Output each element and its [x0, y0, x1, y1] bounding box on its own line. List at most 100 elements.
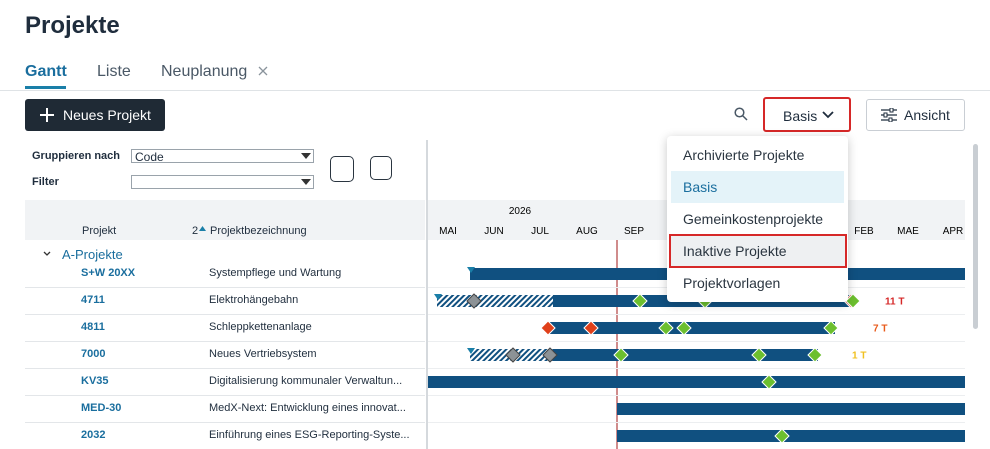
- close-icon[interactable]: [258, 66, 268, 76]
- milestone: [845, 293, 861, 309]
- row-separator: [25, 341, 425, 342]
- page-title: Projekte: [25, 12, 120, 39]
- divider: [0, 90, 990, 91]
- dropdown-menu: [667, 136, 848, 302]
- project-code[interactable]: MED-30: [81, 402, 122, 414]
- milestone: [761, 374, 777, 390]
- milestone: [540, 320, 556, 336]
- column-header[interactable]: Projekt: [82, 225, 117, 237]
- refresh-button[interactable]: [330, 156, 354, 182]
- milestone: [632, 293, 648, 309]
- filter-label: Filter: [32, 176, 59, 188]
- row-separator: [25, 368, 425, 369]
- delay-label: 1 T: [852, 351, 866, 362]
- month-label: JUN: [484, 226, 503, 237]
- year-label: 2026: [509, 206, 532, 217]
- project-name: Schleppkettenanlage: [209, 321, 312, 333]
- project-name: Elektrohängebahn: [209, 294, 299, 306]
- project-name: Digitalisierung kommunaler Verwaltun...: [209, 375, 403, 387]
- settings-button[interactable]: [370, 156, 392, 180]
- project-name: Systempflege und Wartung: [209, 267, 342, 279]
- plus-icon: [40, 108, 54, 122]
- menu-highlight: [671, 171, 844, 203]
- milestone: [774, 428, 790, 444]
- milestone: [466, 293, 482, 309]
- collapse-icon[interactable]: [43, 251, 51, 257]
- filter-select[interactable]: [131, 175, 314, 189]
- delay-label: 7 T: [873, 324, 887, 335]
- project-code[interactable]: S+W 20XX: [81, 267, 136, 279]
- menu-item[interactable]: Projektvorlagen: [683, 275, 781, 291]
- button-label: Ansicht: [904, 107, 950, 123]
- row-separator: [25, 395, 425, 396]
- button-label: Neues Projekt: [63, 107, 151, 123]
- project-code[interactable]: 4711: [81, 294, 105, 306]
- project-code[interactable]: KV35: [81, 375, 109, 387]
- milestone: [613, 347, 629, 363]
- milestone: [823, 320, 839, 336]
- menu-item[interactable]: Basis: [683, 179, 718, 195]
- chevron-icon: [822, 111, 834, 119]
- column-header[interactable]: Projektbezeichnung: [210, 225, 307, 237]
- tab-indicator: [25, 86, 66, 89]
- month-label: FEB: [854, 226, 874, 237]
- milestone: [583, 320, 599, 336]
- month-label: SEP: [624, 226, 644, 237]
- delay-label: 11 T: [885, 297, 904, 308]
- splitter: [426, 140, 428, 449]
- row-separator: [25, 422, 425, 423]
- select-value: Code: [135, 150, 164, 164]
- baseline-bar: [437, 295, 553, 307]
- group-label: A-Projekte: [62, 247, 123, 262]
- menu-item[interactable]: Gemeinkostenprojekte: [683, 211, 824, 227]
- task-bar: [553, 349, 818, 361]
- milestone: [505, 347, 521, 363]
- view-dropdown[interactable]: Basis: [763, 97, 851, 132]
- project-name: Neues Vertriebsystem: [209, 348, 317, 360]
- view-button[interactable]: Ansicht: [866, 99, 965, 131]
- month-label: APR: [943, 226, 964, 237]
- sort-indicator: 2: [192, 225, 199, 237]
- search-icon[interactable]: [734, 107, 748, 121]
- milestone: [807, 347, 823, 363]
- group-select[interactable]: Code: [131, 149, 314, 164]
- milestone: [676, 320, 692, 336]
- table-header: [25, 200, 425, 240]
- project-code[interactable]: 4811: [81, 321, 105, 333]
- menu-focus: [669, 234, 847, 268]
- milestone: [658, 320, 674, 336]
- tab[interactable]: Liste: [97, 63, 131, 80]
- new-project-button[interactable]: Neues Projekt: [25, 99, 165, 131]
- month-label: MAI: [439, 226, 457, 237]
- start-marker: [434, 294, 442, 300]
- project-name: MedX-Next: Entwicklung eines innovat...: [209, 402, 406, 414]
- select-arrow: [301, 179, 311, 185]
- start-marker: [467, 267, 475, 273]
- settings-icon: [881, 108, 897, 122]
- task-bar: [617, 430, 965, 442]
- milestone: [542, 347, 558, 363]
- project-code[interactable]: 7000: [81, 348, 106, 360]
- scrollbar: [973, 144, 978, 329]
- sort-arrow: [199, 226, 206, 231]
- task-bar: [428, 376, 965, 388]
- start-marker: [467, 348, 475, 354]
- month-label: JUL: [531, 226, 549, 237]
- row-separator: [25, 314, 425, 315]
- filter-label: Gruppieren nach: [32, 150, 121, 162]
- row-separator: [25, 287, 425, 288]
- task-bar: [617, 403, 965, 415]
- menu-item[interactable]: Archivierte Projekte: [683, 147, 805, 163]
- project-name: Einführung eines ESG-Reporting-Syste...: [209, 429, 410, 441]
- select-arrow: [301, 153, 311, 159]
- month-label: AUG: [576, 226, 598, 237]
- project-code[interactable]: 2032: [81, 429, 106, 441]
- menu-item[interactable]: Inaktive Projekte: [683, 243, 787, 259]
- milestone: [751, 347, 767, 363]
- month-label: MAE: [897, 226, 919, 237]
- dropdown-label: Basis: [783, 108, 818, 124]
- tab[interactable]: Neuplanung: [161, 63, 248, 80]
- tab[interactable]: Gantt: [25, 63, 67, 80]
